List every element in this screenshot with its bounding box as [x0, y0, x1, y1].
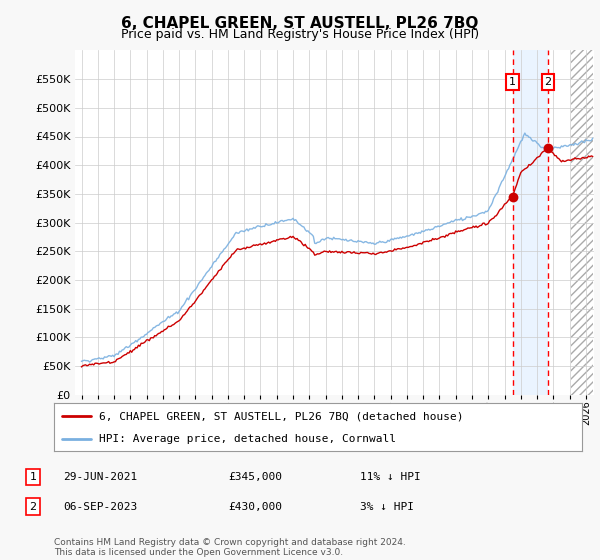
Point [508, 192, 517, 201]
Text: £345,000: £345,000 [228, 472, 282, 482]
Text: 11% ↓ HPI: 11% ↓ HPI [360, 472, 421, 482]
Point [543, 143, 553, 152]
Text: Price paid vs. HM Land Registry's House Price Index (HPI): Price paid vs. HM Land Registry's House … [121, 28, 479, 41]
Text: £430,000: £430,000 [228, 502, 282, 512]
Text: 06-SEP-2023: 06-SEP-2023 [63, 502, 137, 512]
Text: 2: 2 [544, 77, 551, 87]
Text: Contains HM Land Registry data © Crown copyright and database right 2024.
This d: Contains HM Land Registry data © Crown c… [54, 538, 406, 557]
Text: 3% ↓ HPI: 3% ↓ HPI [360, 502, 414, 512]
Text: 29-JUN-2021: 29-JUN-2021 [63, 472, 137, 482]
Text: 2: 2 [29, 502, 37, 512]
Text: 6, CHAPEL GREEN, ST AUSTELL, PL26 7BQ: 6, CHAPEL GREEN, ST AUSTELL, PL26 7BQ [121, 16, 479, 31]
Text: 1: 1 [29, 472, 37, 482]
Text: 1: 1 [509, 77, 516, 87]
Text: HPI: Average price, detached house, Cornwall: HPI: Average price, detached house, Corn… [99, 434, 396, 444]
Text: 6, CHAPEL GREEN, ST AUSTELL, PL26 7BQ (detached house): 6, CHAPEL GREEN, ST AUSTELL, PL26 7BQ (d… [99, 411, 463, 421]
